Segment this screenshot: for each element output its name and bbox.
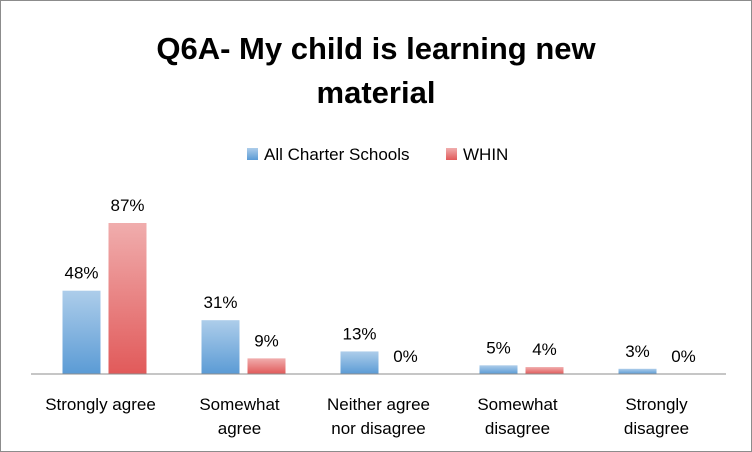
legend-label-0: All Charter Schools [264,145,410,164]
bar-0-0 [62,290,101,374]
data-label-1-4: 0% [671,347,696,366]
bar-1-0 [108,223,147,374]
chart-title-line-1: Q6A- My child is learning new [156,31,596,66]
category-label-2-0: Neither agree [327,395,430,414]
data-label-1-1: 9% [254,331,279,350]
bar-0-4 [618,368,657,374]
legend: All Charter Schools WHIN [247,145,508,164]
category-label-4-1: disagree [624,419,689,438]
category-label-3-1: disagree [485,419,550,438]
data-label-0-2: 13% [342,324,376,343]
legend-swatch-0 [247,148,258,160]
category-label-1-1: agree [218,419,261,438]
data-label-1-2: 0% [393,347,418,366]
category-label-0-0: Strongly agree [45,395,156,414]
data-label-0-3: 5% [486,338,511,357]
bar-1-3 [525,367,564,374]
bars: 48% 87% 31% 9% 13% 0% 5% 4% 3% 0% [62,196,696,374]
category-label-1-0: Somewhat [199,395,280,414]
bar-0-2 [340,351,379,374]
data-label-0-0: 48% [64,264,98,283]
data-label-1-0: 87% [110,196,144,215]
bar-1-1 [247,358,286,374]
category-label-4-0: Strongly [625,395,688,414]
bar-0-3 [479,365,518,374]
x-axis: Strongly agree Somewhat agree Neither agree… [31,373,726,438]
category-label-3-0: Somewhat [477,395,558,414]
bar-0-1 [201,320,240,374]
data-label-0-4: 3% [625,342,650,361]
legend-swatch-1 [446,148,457,160]
category-label-2-1: nor disagree [331,419,426,438]
legend-label-1: WHIN [463,145,508,164]
data-label-1-3: 4% [532,340,557,359]
data-label-0-1: 31% [203,293,237,312]
chart-title-line-2: material [317,75,436,110]
